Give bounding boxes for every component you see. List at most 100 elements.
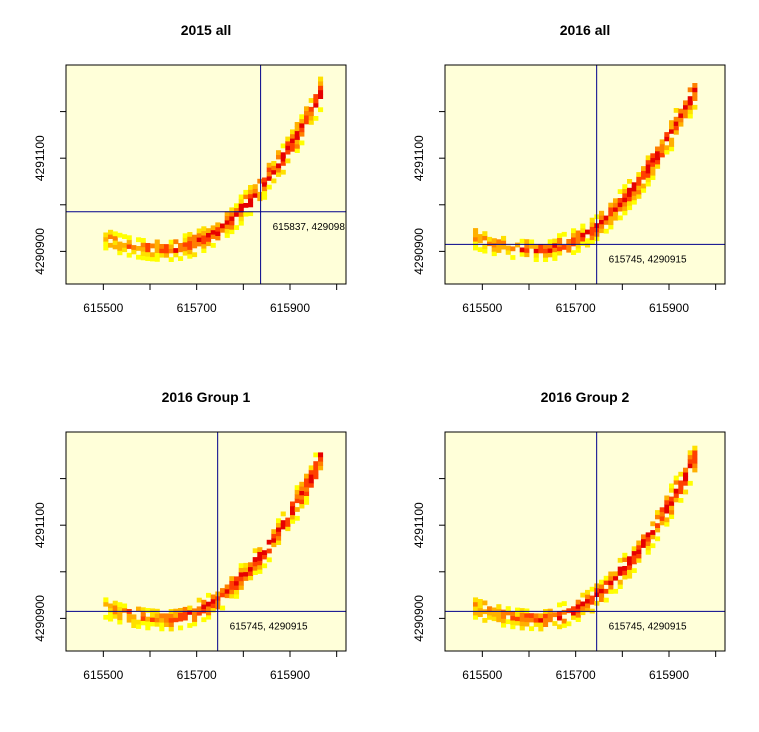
- heatmap-cell: [103, 601, 109, 607]
- heatmap-cell: [524, 252, 530, 258]
- heatmap-cell: [608, 224, 614, 230]
- heatmap-cell: [533, 244, 539, 249]
- heatmap-cell: [238, 567, 244, 573]
- y-tick-label: 4291100: [33, 502, 47, 548]
- heatmap-cell: [215, 222, 221, 228]
- heatmap-cell: [192, 608, 198, 614]
- heatmap-cell: [519, 616, 525, 622]
- heatmap-cell: [613, 571, 619, 577]
- heatmap-cell: [580, 236, 586, 242]
- heatmap-cell: [659, 520, 665, 526]
- heatmap-cell: [599, 223, 605, 229]
- heatmap-cell: [669, 137, 675, 143]
- heatmap-cell: [276, 531, 282, 537]
- heatmap-cell: [673, 121, 679, 126]
- heatmap-cell: [308, 478, 314, 484]
- heatmap-cell: [262, 195, 268, 200]
- heatmap-cell: [659, 139, 665, 145]
- heatmap-cell: [608, 202, 614, 208]
- heatmap-cell: [491, 238, 497, 243]
- crosshair-label: 615745, 4290915: [230, 621, 308, 632]
- heatmap-cell: [557, 237, 563, 243]
- heatmap-cell: [252, 565, 258, 571]
- heatmap-cell: [248, 562, 254, 568]
- heatmap-cell: [192, 617, 198, 622]
- heatmap-cell: [575, 234, 581, 240]
- heatmap-cell: [206, 228, 212, 233]
- heatmap-cell: [299, 114, 305, 120]
- heatmap-cell: [673, 116, 679, 122]
- heatmap-cell: [304, 115, 310, 120]
- heatmap-cell: [599, 219, 605, 225]
- heatmap-cell: [608, 580, 614, 586]
- heatmap-cell: [557, 615, 563, 621]
- heatmap-cell: [103, 236, 109, 242]
- heatmap-cell: [154, 252, 160, 258]
- heatmap-cell: [187, 249, 193, 255]
- heatmap-cell: [631, 186, 637, 192]
- heatmap-cell: [608, 215, 614, 221]
- heatmap-cell: [285, 522, 291, 527]
- heatmap-cell: [501, 614, 507, 619]
- heatmap-cell: [650, 543, 656, 549]
- heatmap-cell: [627, 573, 633, 579]
- heatmap-cell: [257, 547, 263, 552]
- heatmap-cell: [524, 239, 530, 244]
- heatmap-cell: [280, 169, 286, 175]
- heatmap-cell: [482, 618, 488, 623]
- heatmap-cell: [112, 600, 118, 606]
- heatmap-cell: [655, 159, 661, 165]
- heatmap-cell: [687, 105, 693, 110]
- heatmap-cell: [692, 458, 698, 464]
- heatmap-cell: [543, 622, 549, 627]
- heatmap-cell: [112, 609, 118, 615]
- heatmap-cell: [103, 232, 109, 238]
- heatmap-cell: [524, 617, 530, 623]
- x-tick-label: 615700: [556, 301, 596, 315]
- heatmap-cell: [608, 571, 614, 577]
- heatmap-cell: [196, 228, 202, 234]
- heatmap-cell: [613, 575, 619, 581]
- heatmap-cell: [112, 240, 118, 245]
- heatmap-cell: [164, 613, 170, 619]
- heatmap-cell: [636, 176, 642, 182]
- heatmap-cell: [631, 182, 637, 188]
- heatmap-cell: [187, 232, 193, 237]
- heatmap-cell: [678, 117, 684, 123]
- heatmap-cell: [585, 594, 591, 600]
- heatmap-cell: [631, 568, 637, 573]
- heatmap-cell: [669, 496, 675, 502]
- heatmap-cell: [678, 108, 684, 114]
- heatmap-cell: [308, 115, 314, 121]
- heatmap-cell: [496, 239, 502, 245]
- heatmap-cell: [557, 611, 563, 617]
- heatmap-cell: [215, 235, 221, 241]
- heatmap-cell: [575, 599, 581, 605]
- heatmap-cell: [631, 199, 637, 205]
- heatmap-cell: [645, 177, 651, 183]
- heatmap-cell: [238, 194, 244, 200]
- heatmap-cell: [178, 243, 184, 248]
- heatmap-cell: [627, 196, 633, 202]
- heatmap-cell: [608, 207, 614, 212]
- heatmap-cell: [187, 610, 193, 615]
- heatmap-cell: [145, 247, 151, 253]
- heatmap-cell: [308, 106, 314, 112]
- heatmap-cell: [613, 215, 619, 221]
- heatmap-cell: [304, 482, 310, 488]
- heatmap-cell: [669, 129, 675, 134]
- heatmap-cell: [477, 599, 483, 604]
- heatmap-cell: [154, 617, 160, 623]
- heatmap-cell: [636, 549, 642, 554]
- heatmap-cell: [645, 549, 651, 555]
- heatmap-cell: [304, 106, 310, 112]
- heatmap-cell: [164, 244, 170, 249]
- heatmap-cell: [145, 616, 151, 622]
- heatmap-cell: [122, 603, 128, 609]
- heatmap-cell: [603, 575, 609, 581]
- heatmap-cell: [603, 597, 609, 603]
- heatmap-cell: [538, 626, 544, 632]
- heatmap-cell: [229, 576, 235, 581]
- heatmap-cell: [664, 517, 670, 523]
- heatmap-cell: [108, 229, 114, 235]
